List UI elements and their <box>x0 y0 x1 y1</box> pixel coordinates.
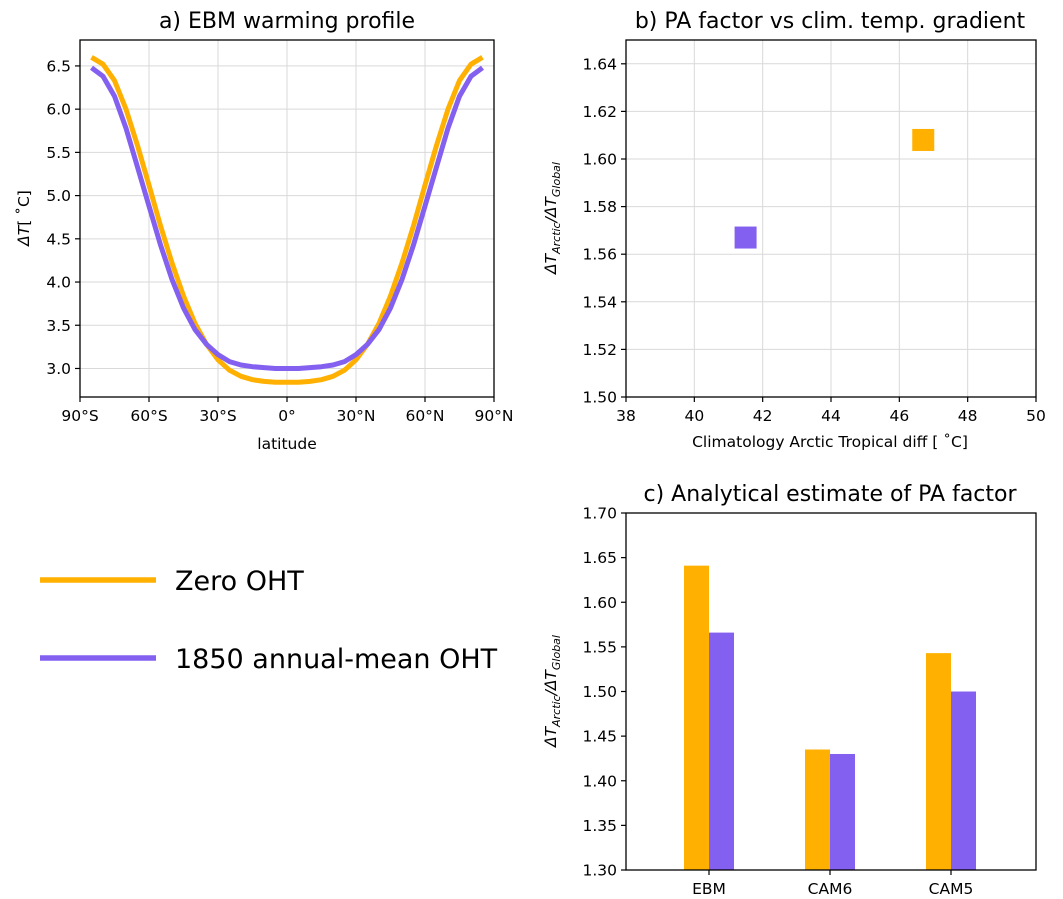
panel-c-x-tick-label: CAM6 <box>808 880 853 898</box>
panel-a-x-tick-label: 90°S <box>61 407 98 425</box>
panel-c-y-tick-label: 1.40 <box>582 772 617 790</box>
panel-c-x-tick-label: EBM <box>692 880 726 898</box>
panel-b-x-tick-label: 40 <box>684 407 704 425</box>
panel-b-y-label-mid: /ΔT <box>542 196 560 225</box>
panel-a-y-label-main: ΔT <box>15 224 33 247</box>
panel-a-x-tick-label: 30°N <box>336 407 375 425</box>
panel-a-y-tick-label: 4.5 <box>46 230 71 248</box>
panel-a-x-tick-label: 90°N <box>474 407 513 425</box>
panel-a-x-tick-label: 60°S <box>130 407 167 425</box>
panel-c-y-tick-label: 1.65 <box>582 549 617 567</box>
panel-c-y-label-main: ΔT <box>542 725 560 748</box>
panel-b-point-zero-oht <box>912 128 935 151</box>
panel-b-y-tick-label: 1.56 <box>582 246 617 264</box>
panel-c-y-tick-label: 1.35 <box>582 817 617 835</box>
panel-b-x-tick-label: 38 <box>616 407 636 425</box>
panel-a-x-tick-label: 0° <box>278 407 296 425</box>
legend-label-1850-oht: 1850 annual-mean OHT <box>175 644 498 675</box>
panel-b-x-tick-label: 46 <box>889 407 909 425</box>
panel-a-x-ticks: 90°S 60°S 30°S 0° 30°N 60°N 90°N <box>61 397 514 425</box>
panel-a-y-tick-label: 6.0 <box>46 101 71 119</box>
panel-a-x-axis-label: latitude <box>257 435 316 453</box>
panel-c-x-tick-label: CAM5 <box>929 880 974 898</box>
legend: Zero OHT 1850 annual-mean OHT <box>40 566 498 675</box>
panel-c-x-ticks: EBM CAM6 CAM5 <box>692 870 973 898</box>
panel-a-y-tick-label: 6.5 <box>46 57 71 75</box>
panel-c-y-ticks: 1.30 1.35 1.40 1.45 1.50 1.55 1.60 1.65 1.70 <box>582 505 626 880</box>
panel-b-points <box>734 128 935 249</box>
panel-a-line-1850-oht <box>90 65 484 371</box>
panel-a-y-tick-label: 3.0 <box>46 360 71 378</box>
panel-c-y-tick-label: 1.60 <box>582 594 617 612</box>
legend-entry-zero-oht: Zero OHT <box>40 566 304 597</box>
panel-c-bar-cam5-1850-oht <box>951 691 976 870</box>
panel-b-point-1850-oht <box>734 226 757 249</box>
panel-b-x-tick-label: 48 <box>958 407 978 425</box>
panel-b-y-tick-label: 1.52 <box>582 341 617 359</box>
panel-b-x-axis-label: Climatology Arctic Tropical diff [ ˚C] <box>692 433 968 451</box>
panel-c-bar-cam6-1850-oht <box>830 753 855 870</box>
panel-b-y-tick-label: 1.58 <box>582 198 617 216</box>
panel-b-y-tick-label: 1.50 <box>582 389 617 407</box>
panel-c-y-tick-label: 1.45 <box>582 728 617 746</box>
panel-c-bar-ebm-1850-oht <box>709 632 734 870</box>
panel-b-y-label-sub1: Arctic <box>550 222 563 255</box>
panel-b-y-label-main: ΔT <box>542 252 560 275</box>
legend-label-zero-oht: Zero OHT <box>175 566 304 597</box>
panel-b-y-label-sub2: Global <box>550 162 563 197</box>
panel-c-y-tick-label: 1.50 <box>582 683 617 701</box>
panel-c-y-tick-label: 1.30 <box>582 862 617 880</box>
panel-b-title: b) PA factor vs clim. temp. gradient <box>635 9 1026 34</box>
panel-b-x-tick-label: 44 <box>821 407 841 425</box>
panel-c-y-tick-label: 1.70 <box>582 505 617 523</box>
panel-a-y-label-unit: [ ˚C] <box>15 190 33 226</box>
panel-b-y-tick-label: 1.60 <box>582 151 617 169</box>
panel-c-bar-cam6-zero-oht <box>805 749 830 870</box>
panel-b-y-tick-label: 1.64 <box>582 55 617 73</box>
panel-b-x-tick-label: 42 <box>753 407 773 425</box>
panel-a-y-tick-label: 3.5 <box>46 317 71 335</box>
panel-c-y-label-mid: /ΔT <box>542 669 560 698</box>
panel-c-title: c) Analytical estimate of PA factor <box>643 482 1017 507</box>
panel-a-x-tick-label: 30°S <box>199 407 236 425</box>
panel-c-y-label-sub2: Global <box>550 635 563 670</box>
legend-entry-1850-oht: 1850 annual-mean OHT <box>40 644 498 675</box>
panel-c-bar-ebm-zero-oht <box>684 565 709 870</box>
panel-b-scatter-chart: b) PA factor vs clim. temp. gradient 38 4… <box>542 9 1046 451</box>
panel-b-x-tick-label: 50 <box>1026 407 1046 425</box>
panel-a-series <box>90 55 484 385</box>
panel-b-y-ticks: 1.50 1.52 1.54 1.56 1.58 1.60 1.62 1.64 <box>582 55 626 407</box>
panel-b-y-axis-label: ΔTArctic/ΔTGlobal <box>542 162 563 275</box>
panel-a-y-tick-label: 5.5 <box>46 144 71 162</box>
panel-c-y-tick-label: 1.55 <box>582 638 617 656</box>
panel-a-line-zero-oht <box>90 55 484 385</box>
panel-c-bar-chart: c) Analytical estimate of PA factor EBM C… <box>542 482 1037 898</box>
panel-a-y-tick-label: 4.0 <box>46 274 71 292</box>
panel-a-title: a) EBM warming profile <box>159 9 415 34</box>
panel-a-y-tick-label: 5.0 <box>46 187 71 205</box>
panel-c-y-label-sub1: Arctic <box>550 695 563 728</box>
panel-b-grid <box>625 40 1037 398</box>
panel-c-bar-cam5-zero-oht <box>926 653 951 870</box>
panel-b-y-tick-label: 1.62 <box>582 103 617 121</box>
panel-a-grid <box>79 40 495 397</box>
panel-b-x-ticks: 38 40 42 44 46 48 50 <box>616 397 1046 425</box>
panel-c-bars <box>684 565 976 870</box>
panel-a-y-axis-label: ΔT[ ˚C] <box>15 190 33 247</box>
panel-c-y-axis-label: ΔTArctic/ΔTGlobal <box>542 635 563 748</box>
panel-a-line-chart: a) EBM warming profile 90°S 60°S 30°S 0° 30°… <box>15 9 514 453</box>
panel-a-y-ticks: 3.0 3.5 4.0 4.5 5.0 5.5 6.0 6.5 <box>46 57 80 378</box>
panel-a-x-tick-label: 60°N <box>405 407 444 425</box>
panel-b-y-tick-label: 1.54 <box>582 293 617 311</box>
